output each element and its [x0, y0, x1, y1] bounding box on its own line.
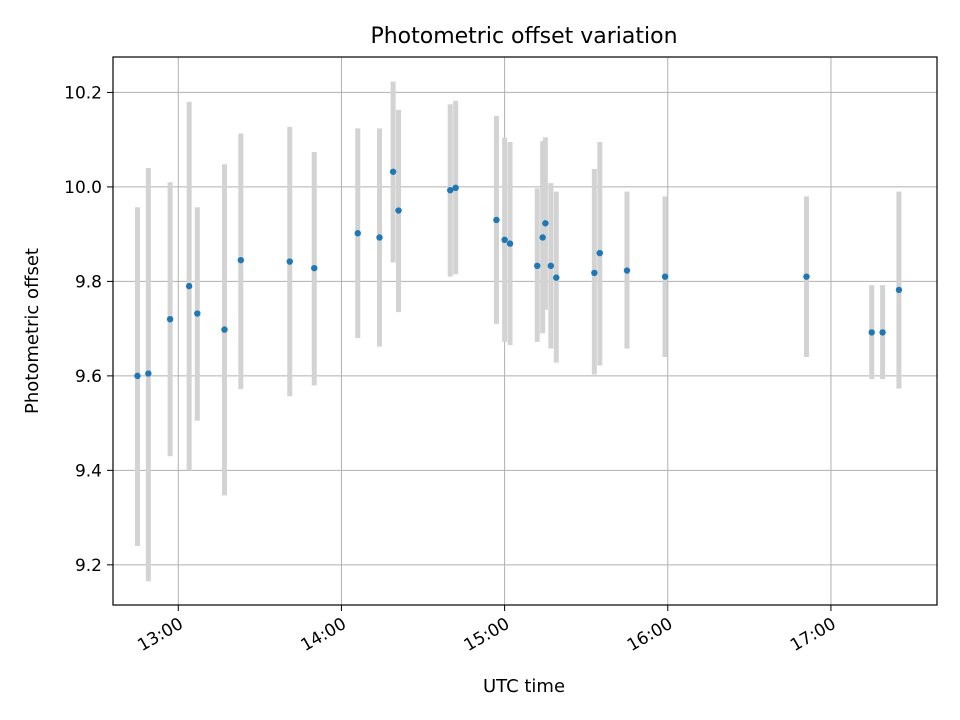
data-point [452, 184, 459, 192]
data-point [623, 267, 631, 274]
data-point [311, 264, 318, 272]
data-point [395, 207, 402, 214]
data-point [376, 234, 383, 241]
data-point [539, 234, 546, 241]
data-point [286, 258, 293, 265]
data-point [354, 230, 361, 237]
data-point [221, 326, 228, 333]
data-point [194, 310, 201, 317]
y-axis: 9.2 9.4 9.6 9.8 10.0 10.2 [64, 83, 113, 576]
y-tick-label: 10.0 [64, 178, 102, 198]
data-point [185, 282, 193, 290]
data-point [553, 274, 560, 281]
data-point [868, 329, 875, 336]
data-point [134, 372, 141, 380]
y-tick-label: 10.2 [64, 83, 102, 103]
data-point [596, 249, 603, 257]
data-point [389, 168, 397, 175]
data-point [447, 187, 454, 194]
data-point [547, 262, 555, 270]
data-point [591, 269, 598, 277]
data-point [506, 240, 514, 247]
data-point [145, 370, 152, 377]
data-point [542, 220, 549, 227]
data-point [803, 273, 810, 280]
y-tick-label: 9.4 [75, 461, 102, 481]
data-points [134, 168, 903, 380]
data-point [166, 315, 174, 323]
y-axis-label: Photometric offset [22, 248, 43, 414]
data-point [895, 286, 903, 294]
chart-title: Photometric offset variation [370, 24, 677, 49]
data-point [879, 329, 886, 336]
data-point [493, 216, 500, 224]
y-tick-label: 9.8 [75, 272, 102, 292]
data-point [534, 262, 541, 270]
y-tick-label: 9.2 [75, 556, 102, 576]
data-point [237, 256, 245, 264]
plot-frame [112, 56, 938, 606]
data-point [501, 236, 508, 244]
data-point [661, 273, 669, 280]
y-tick-label: 9.6 [75, 367, 102, 387]
x-axis-label: UTC time [483, 676, 565, 697]
